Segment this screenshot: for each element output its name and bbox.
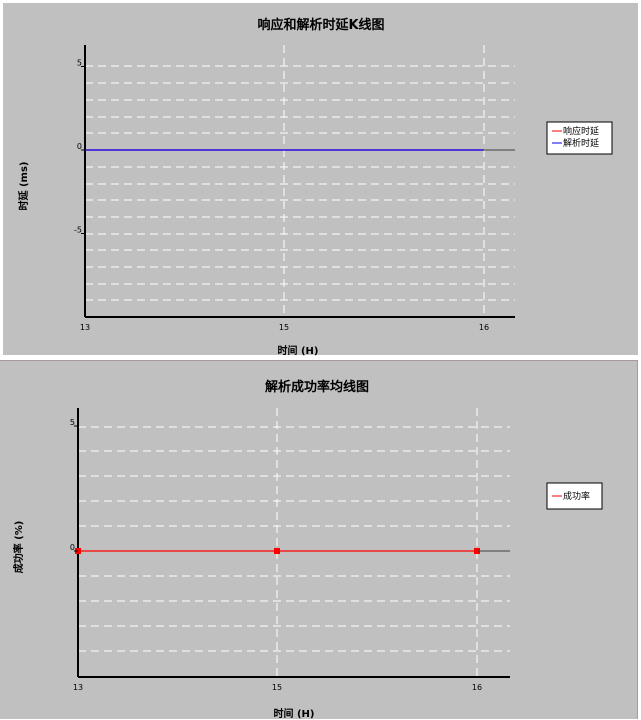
legend-entry: 响应时延 (563, 125, 599, 137)
y-tick-label: 5 (70, 418, 75, 427)
y-tick-label: -5 (74, 226, 82, 235)
success-rate-chart-panel: 解析成功率均线图 13 15 16 5 0 时间 (H) 成功率 (%) 成功率 (0, 360, 638, 720)
x-axis-label: 时间 (H) (278, 344, 319, 357)
legend-entry: 解析时延 (563, 137, 599, 149)
x-tick-label: 15 (279, 323, 289, 332)
legend: 响应时延 解析时延 (546, 121, 613, 155)
x-tick-label: 13 (73, 683, 83, 692)
chart-title: 解析成功率均线图 (264, 379, 369, 395)
delay-chart: 响应和解析时延K线图 13 15 16 5 0 -5 时间 (H) 时延 (ms) 响应时… (17, 17, 613, 357)
y-tick-label: 0 (77, 142, 82, 151)
success-rate-chart: 解析成功率均线图 13 15 16 5 0 时间 (H) 成功率 (%) 成功率 (12, 379, 603, 720)
chart-title: 响应和解析时延K线图 (257, 17, 384, 33)
x-tick-label: 16 (479, 323, 489, 332)
x-tick-label: 16 (472, 683, 482, 692)
y-axis-label: 时延 (ms) (17, 162, 30, 211)
legend: 成功率 (546, 482, 603, 510)
x-axis-label: 时间 (H) (274, 707, 315, 720)
legend-box (546, 121, 613, 155)
x-tick-label: 15 (272, 683, 282, 692)
y-tick-label: 5 (77, 59, 82, 68)
data-point (274, 548, 280, 554)
x-tick-label: 13 (80, 323, 90, 332)
y-axis-label: 成功率 (%) (12, 521, 25, 574)
delay-chart-panel: 响应和解析时延K线图 13 15 16 5 0 -5 时间 (H) 时延 (ms) 响应时… (3, 3, 638, 357)
y-tick-label: 0 (70, 543, 75, 552)
legend-entry: 成功率 (563, 490, 590, 502)
